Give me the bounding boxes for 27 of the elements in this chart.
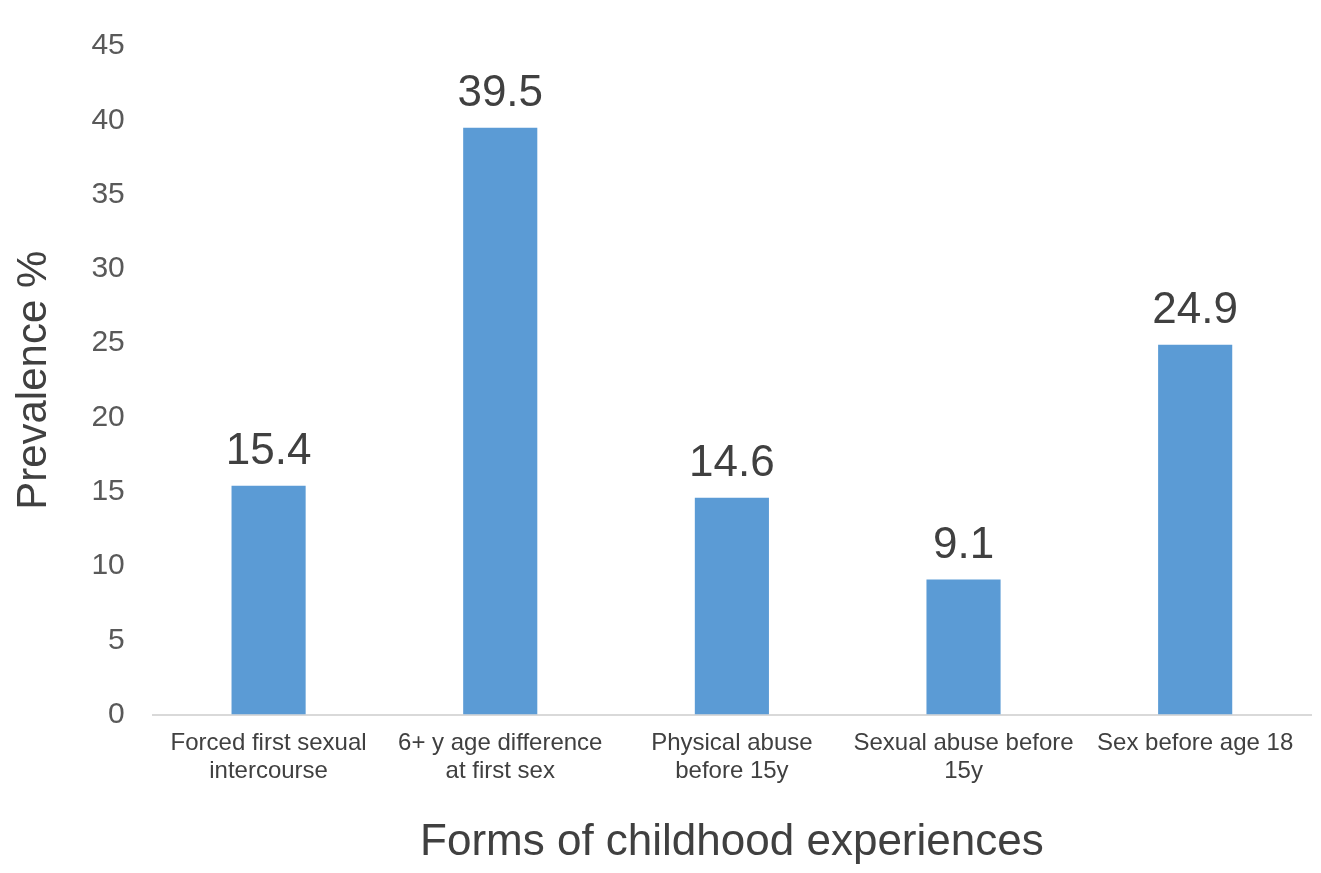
y-tick-label: 20 xyxy=(91,398,125,432)
y-tick-label: 0 xyxy=(108,695,125,729)
bar xyxy=(694,497,769,715)
x-tick-label: Sexual abuse before 15y xyxy=(853,727,1074,784)
data-label: 15.4 xyxy=(225,423,312,473)
data-label: 9.1 xyxy=(932,517,995,567)
bar xyxy=(1158,344,1233,715)
y-axis-title: Prevalence % xyxy=(7,250,55,510)
data-label: 39.5 xyxy=(457,65,544,115)
y-tick-label: 45 xyxy=(91,27,125,61)
y-tick-label: 35 xyxy=(91,175,125,209)
x-tick-label: Physical abuse before 15y xyxy=(651,727,813,784)
bar xyxy=(231,485,306,715)
y-tick-label: 5 xyxy=(108,621,125,655)
bar xyxy=(926,579,1001,715)
y-tick-label: 30 xyxy=(91,250,125,284)
y-tick-label: 25 xyxy=(91,324,125,358)
bar xyxy=(463,127,538,715)
y-tick-label: 40 xyxy=(91,101,125,135)
data-label: 14.6 xyxy=(689,435,775,485)
x-tick-label: 6+ y age difference at first sex xyxy=(398,727,603,784)
data-label: 24.9 xyxy=(1152,282,1238,332)
y-tick-label: 10 xyxy=(91,547,125,581)
x-axis-title: Forms of childhood experiences xyxy=(420,814,1044,864)
x-tick-label: Forced first sexual intercourse xyxy=(170,727,367,784)
y-tick-label: 15 xyxy=(91,473,125,506)
x-tick-label: Sex before age 18 xyxy=(1097,727,1294,755)
